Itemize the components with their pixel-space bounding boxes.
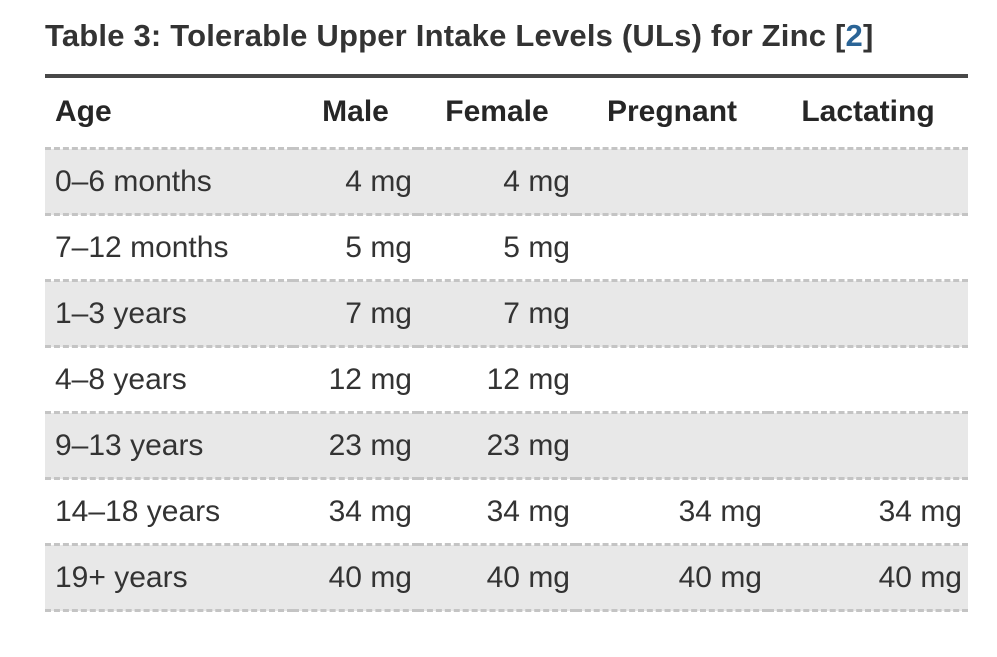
title-ref-link[interactable]: 2 — [845, 18, 863, 53]
cell-female: 7 mg — [503, 297, 570, 330]
cell-age: 9–13 years — [55, 429, 204, 462]
cell-lactating — [768, 149, 968, 215]
cell-male: 12 mg — [328, 363, 412, 396]
cell-pregnant — [576, 281, 768, 347]
cell-pregnant — [576, 215, 768, 281]
table-row: 9–13 years 23 mg 23 mg — [45, 412, 968, 479]
title-text: Table 3: Tolerable Upper Intake Levels (… — [45, 18, 835, 53]
title-ref-bracket-close: ] — [862, 18, 874, 53]
cell-pregnant — [576, 149, 768, 215]
cell-age: 0–6 months — [55, 165, 212, 198]
cell-female: 23 mg — [486, 429, 570, 462]
cell-pregnant: 40 mg — [678, 561, 762, 594]
table-row: 0–6 months 4 mg 4 mg — [45, 148, 968, 215]
column-header-male: Male — [322, 95, 389, 128]
cell-female: 4 mg — [503, 165, 570, 198]
cell-female: 40 mg — [486, 561, 570, 594]
cell-male: 34 mg — [328, 495, 412, 528]
cell-age: 4–8 years — [55, 363, 187, 396]
page-title: Table 3: Tolerable Upper Intake Levels (… — [45, 6, 968, 78]
cell-pregnant: 34 mg — [678, 495, 762, 528]
uls-table: Age Male Female Pregnant Lactating 0–6 m… — [45, 78, 968, 612]
cell-lactating — [768, 281, 968, 347]
title-ref-bracket-open: [ — [835, 18, 846, 53]
cell-female: 34 mg — [486, 495, 570, 528]
table-row: 14–18 years 34 mg 34 mg 34 mg 34 mg — [45, 478, 968, 545]
table-row: 4–8 years 12 mg 12 mg — [45, 346, 968, 413]
cell-lactating: 34 mg — [878, 495, 962, 528]
cell-male: 4 mg — [345, 165, 412, 198]
table-body: 0–6 months 4 mg 4 mg 7–12 months 5 mg 5 … — [45, 148, 968, 611]
cell-female: 5 mg — [503, 231, 570, 264]
column-header-pregnant: Pregnant — [606, 95, 738, 128]
cell-lactating — [768, 413, 968, 479]
cell-age: 14–18 years — [55, 495, 221, 528]
column-header-age: Age — [55, 95, 112, 128]
cell-lactating — [768, 347, 968, 413]
table-row: 19+ years 40 mg 40 mg 40 mg 40 mg — [45, 544, 968, 611]
cell-lactating: 40 mg — [878, 561, 962, 594]
column-header-female: Female — [445, 95, 549, 128]
cell-age: 1–3 years — [55, 297, 187, 330]
cell-age: 7–12 months — [55, 231, 229, 264]
table-header: Age Male Female Pregnant Lactating — [45, 78, 968, 149]
table-row: 1–3 years 7 mg 7 mg — [45, 280, 968, 347]
cell-male: 40 mg — [328, 561, 412, 594]
cell-male: 7 mg — [345, 297, 412, 330]
cell-pregnant — [576, 347, 768, 413]
table-row: 7–12 months 5 mg 5 mg — [45, 214, 968, 281]
cell-male: 5 mg — [345, 231, 412, 264]
header-row: Age Male Female Pregnant Lactating — [45, 78, 968, 149]
column-header-lactating: Lactating — [801, 95, 935, 128]
page: Table 3: Tolerable Upper Intake Levels (… — [45, 6, 968, 612]
cell-lactating — [768, 215, 968, 281]
cell-pregnant — [576, 413, 768, 479]
cell-male: 23 mg — [328, 429, 412, 462]
cell-age: 19+ years — [55, 561, 188, 594]
cell-female: 12 mg — [486, 363, 570, 396]
